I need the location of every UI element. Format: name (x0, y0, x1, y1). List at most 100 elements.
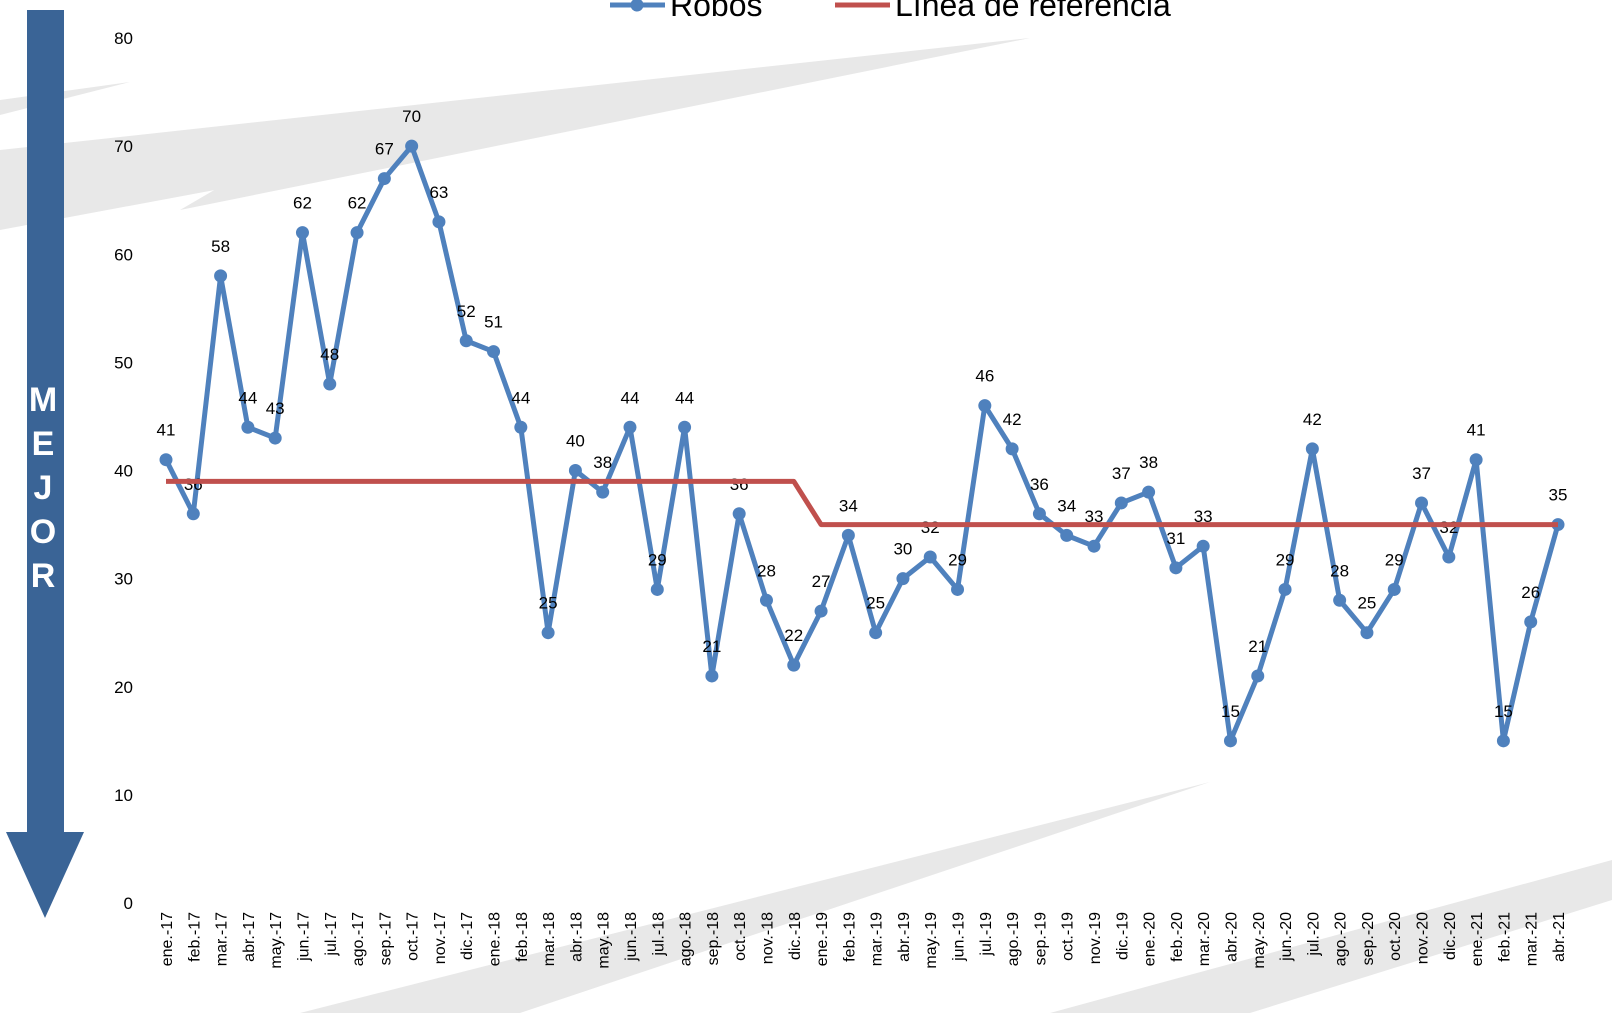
data-label: 31 (1166, 529, 1185, 548)
data-label: 28 (757, 561, 776, 580)
x-tick-label: jul.-17 (323, 912, 340, 957)
data-label: 26 (1521, 583, 1540, 602)
x-tick-label: jun.-17 (295, 912, 312, 962)
series-line (163, 143, 1561, 744)
point (1415, 496, 1429, 510)
arrow-shaft (27, 10, 64, 835)
data-label: 22 (784, 626, 803, 645)
point (1114, 496, 1128, 510)
point (1278, 582, 1292, 596)
data-label: 44 (511, 388, 530, 407)
series-line (166, 478, 1558, 528)
x-tick-label: ago.-19 (1005, 912, 1022, 966)
point (1387, 582, 1401, 596)
point (1469, 453, 1483, 467)
x-tick-label: abr.-20 (1223, 912, 1240, 962)
point (1005, 442, 1019, 456)
x-tick-label: may.-19 (923, 912, 940, 969)
data-label: 30 (893, 540, 912, 559)
data-label: 33 (1194, 507, 1213, 526)
arrow-head (6, 832, 84, 918)
point (596, 485, 610, 499)
point (978, 399, 992, 413)
data-label: 28 (1330, 561, 1349, 580)
data-label: 48 (320, 345, 339, 364)
point (1223, 734, 1237, 748)
data-label: 15 (1221, 702, 1240, 721)
x-tick-label: oct.-19 (1060, 912, 1077, 961)
x-tick-label: nov.-17 (432, 912, 449, 964)
data-label: 37 (1112, 464, 1131, 483)
y-tick-label: 40 (114, 462, 133, 481)
legend-label: Línea de referencia (895, 0, 1171, 23)
data-label: 62 (293, 194, 312, 213)
point (1142, 485, 1156, 499)
legend-label: Robos (670, 0, 763, 23)
point (268, 431, 282, 445)
data-label: 21 (1248, 637, 1267, 656)
x-tick-label: sep.-18 (705, 912, 722, 965)
point (841, 528, 855, 542)
point (541, 626, 555, 640)
x-tick-label: jun.-18 (623, 912, 640, 962)
data-label: 34 (1057, 496, 1076, 515)
point (1496, 734, 1510, 748)
x-tick-label: abr.-17 (241, 912, 258, 962)
x-tick-label: feb.-19 (841, 912, 858, 962)
y-tick-label: 0 (124, 894, 133, 913)
data-label: 41 (1467, 421, 1486, 440)
x-tick-label: ene.-17 (159, 912, 176, 966)
data-label: 21 (702, 637, 721, 656)
data-label: 44 (621, 388, 640, 407)
point (186, 507, 200, 521)
point (705, 669, 719, 683)
point (1087, 539, 1101, 553)
data-label: 40 (566, 432, 585, 451)
x-tick-label: dic.-18 (787, 912, 804, 960)
x-tick-label: nov.-19 (1087, 912, 1104, 964)
data-label: 67 (375, 140, 394, 159)
data-label: 70 (402, 107, 421, 126)
x-tick-label: may.-17 (268, 912, 285, 969)
y-tick-label: 30 (114, 570, 133, 589)
data-label: 62 (348, 194, 367, 213)
y-tick-label: 50 (114, 353, 133, 372)
data-label: 29 (1276, 550, 1295, 569)
data-label: 51 (484, 313, 503, 332)
data-label: 41 (157, 421, 176, 440)
x-tick-label: feb.-21 (1496, 912, 1513, 962)
data-label: 29 (648, 550, 667, 569)
y-tick-label: 20 (114, 678, 133, 697)
x-tick-label: abr.-18 (568, 912, 585, 962)
data-label: 15 (1494, 702, 1513, 721)
data-label: 36 (1030, 475, 1049, 494)
point (1305, 442, 1319, 456)
point (1032, 507, 1046, 521)
data-label: 63 (429, 183, 448, 202)
x-tick-label: ene.-19 (814, 912, 831, 966)
x-tick-label: ago.-20 (1333, 912, 1350, 966)
point (514, 420, 528, 434)
x-tick-label: jun.-19 (951, 912, 968, 962)
data-label: 29 (948, 550, 967, 569)
data-label: 37 (1412, 464, 1431, 483)
data-label: 43 (266, 399, 285, 418)
point (896, 572, 910, 586)
point (1169, 561, 1183, 575)
data-label: 44 (238, 388, 257, 407)
point (323, 377, 337, 391)
point (214, 269, 228, 283)
x-tick-label: ene.-21 (1469, 912, 1486, 966)
x-tick-label: mar.-20 (1196, 912, 1213, 966)
point (1524, 615, 1538, 629)
point (159, 453, 173, 467)
data-label: 25 (1357, 594, 1376, 613)
x-tick-label: feb.-20 (1169, 912, 1186, 962)
point (377, 172, 391, 186)
x-tick-label: sep.-17 (377, 912, 394, 965)
x-tick-label: may.-18 (596, 912, 613, 969)
data-label: 27 (812, 572, 831, 591)
x-tick-label: may.-20 (1251, 912, 1268, 969)
